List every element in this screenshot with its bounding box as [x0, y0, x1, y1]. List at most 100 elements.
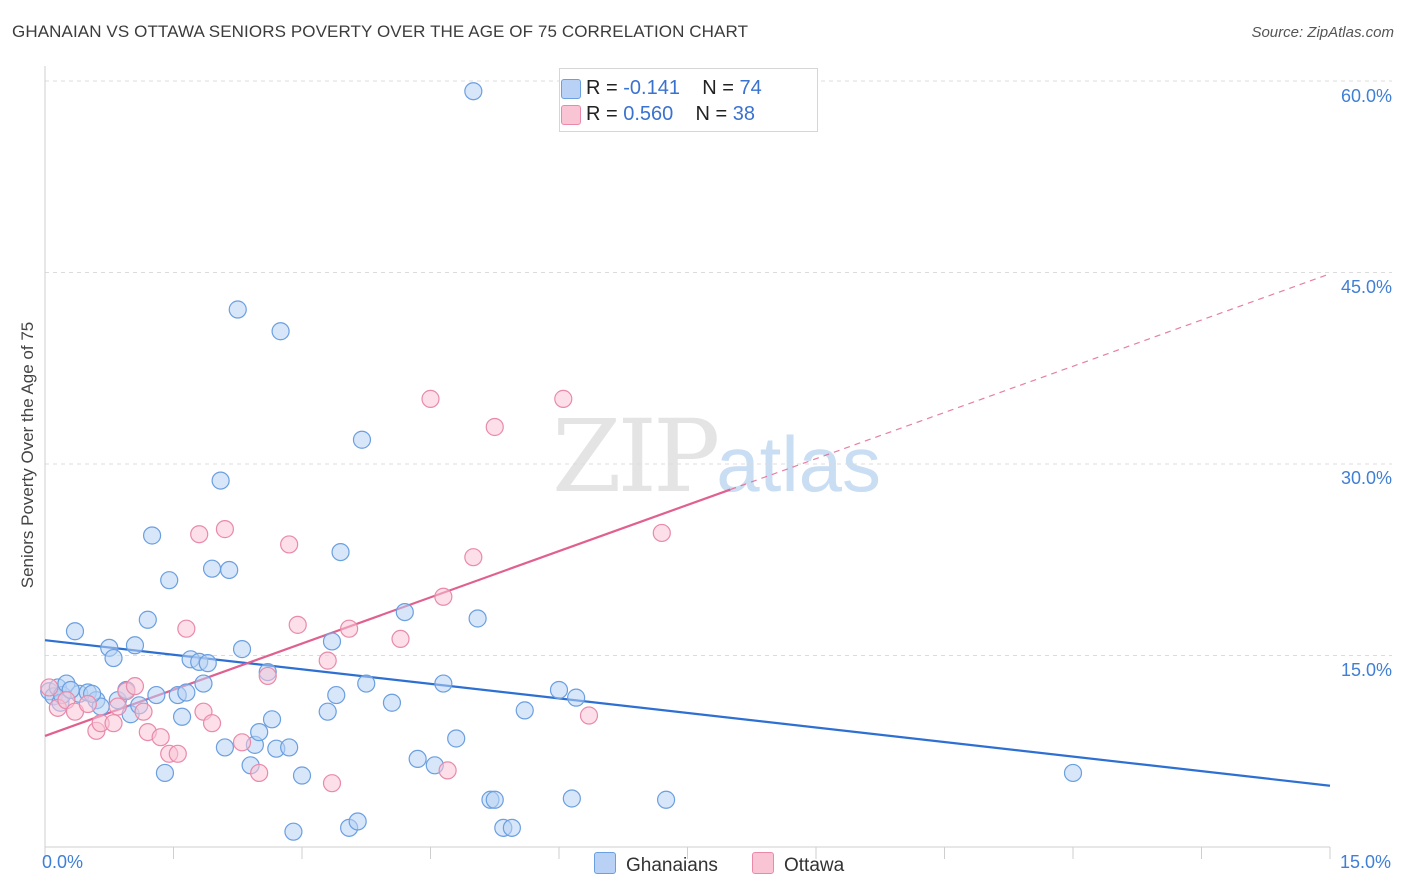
- ottawa-point: [258, 666, 277, 686]
- ghanaian-point: [331, 542, 350, 562]
- ottawa-point: [177, 619, 196, 638]
- ghanaian-point: [464, 82, 483, 101]
- ottawa-trend-extension: [730, 273, 1331, 491]
- ghanaian-point: [382, 693, 402, 712]
- ottawa-point: [438, 761, 457, 780]
- ghanaian-point: [280, 738, 299, 757]
- ghanaian-point: [232, 640, 252, 659]
- ghanaian-point: [211, 471, 230, 490]
- legend-r-value: -0.141: [623, 77, 680, 99]
- ghanaian-point: [318, 702, 337, 721]
- ottawa-point: [108, 697, 127, 716]
- ottawa-point: [78, 694, 97, 714]
- ottawa-point: [554, 389, 573, 408]
- ottawa-point: [485, 417, 504, 437]
- ottawa-point: [579, 706, 599, 725]
- ghanaian-point: [357, 674, 376, 693]
- ghanaian-point: [198, 654, 217, 673]
- ottawa-point: [322, 774, 342, 793]
- y-axis-label: Seniors Poverty Over the Age of 75: [18, 321, 37, 589]
- ghanaian-point: [215, 738, 234, 757]
- ghanaian-point: [485, 790, 504, 809]
- ghanaian-point: [322, 632, 342, 651]
- legend-r-label: R =: [586, 77, 618, 99]
- ottawa-point: [232, 733, 252, 752]
- legend-swatch-pink: [561, 105, 581, 125]
- legend-swatch-blue: [561, 79, 581, 99]
- ghanaian-point: [142, 526, 162, 545]
- ottawa-point: [280, 535, 299, 554]
- ghanaian-point: [567, 688, 586, 707]
- legend-item-ghanaians: Ghanaians: [594, 852, 718, 877]
- legend-n-label: N =: [702, 77, 734, 99]
- ghanaian-point: [194, 674, 213, 693]
- ghanaian-point: [549, 680, 569, 700]
- ghanaian-point: [138, 610, 157, 629]
- ghanaian-point: [177, 683, 196, 702]
- ghanaian-point: [502, 818, 521, 837]
- ghanaian-point: [348, 812, 367, 831]
- legend-n-label: N =: [695, 103, 728, 125]
- ghanaian-point: [515, 701, 534, 720]
- ghanaian-point: [284, 822, 303, 841]
- ghanaian-point: [292, 766, 312, 785]
- legend-n-value: 74: [739, 77, 762, 99]
- legend-swatch-pink: [752, 852, 774, 874]
- ghanaian-point: [562, 789, 581, 808]
- y-tick-label: 15.0%: [1340, 660, 1392, 680]
- legend-label: Ottawa: [784, 855, 845, 876]
- ghanaian-point: [447, 729, 466, 748]
- ghanaian-point: [468, 609, 487, 628]
- axes: [44, 66, 1331, 859]
- ottawa-point: [215, 520, 234, 539]
- ghanaian-point: [327, 685, 346, 705]
- grid: [45, 80, 1392, 656]
- ottawa-point: [391, 629, 410, 649]
- legend-row-ghanaians: R = -0.141 N = 74: [561, 77, 762, 100]
- legend-label: Ghanaians: [626, 855, 718, 876]
- ghanaian-point: [352, 430, 372, 449]
- ottawa-point: [190, 525, 209, 544]
- ottawa-point: [40, 678, 59, 697]
- ghanaians-trend-line: [44, 639, 1331, 787]
- ottawa-point: [151, 728, 170, 747]
- ghanaian-point: [395, 602, 414, 622]
- ottawa-point: [652, 523, 671, 543]
- y-tick-label: 45.0%: [1340, 277, 1392, 297]
- correlation-legend: R = -0.141 N = 74 R = 0.560 N = 38: [559, 68, 818, 132]
- ghanaian-point: [160, 571, 179, 590]
- source-label: Source: ZipAtlas.com: [1251, 24, 1394, 41]
- ottawa-point: [125, 677, 145, 696]
- ghanaian-point: [125, 636, 145, 655]
- x-tick-label: 0.0%: [42, 852, 84, 872]
- ottawa-point: [134, 702, 153, 721]
- ghanaian-point: [408, 749, 427, 769]
- legend-item-ottawa: Ottawa: [752, 852, 844, 877]
- data-points: [40, 82, 1083, 841]
- ottawa-point: [288, 615, 307, 634]
- ottawa-point: [104, 714, 123, 733]
- ghanaian-point: [271, 322, 290, 341]
- ghanaian-point: [434, 674, 453, 693]
- y-tick-label: 30.0%: [1340, 468, 1392, 488]
- legend-r-value: 0.560: [623, 103, 674, 125]
- legend-r-label: R =: [586, 103, 618, 125]
- ghanaian-point: [1063, 763, 1083, 783]
- chart-title: GHANAIAN VS OTTAWA SENIORS POVERTY OVER …: [12, 22, 749, 41]
- ghanaian-point: [172, 707, 192, 726]
- ghanaian-point: [202, 559, 222, 578]
- ottawa-point: [434, 587, 453, 606]
- ghanaian-point: [262, 710, 282, 729]
- ghanaian-point: [220, 560, 239, 580]
- legend-row-ottawa: R = 0.560 N = 38: [561, 103, 755, 126]
- trend-lines: [44, 273, 1331, 787]
- ottawa-point: [168, 744, 187, 763]
- watermark-zip: ZIP: [552, 398, 720, 515]
- legend-swatch-blue: [594, 852, 616, 874]
- ottawa-point: [250, 763, 269, 783]
- ottawa-point: [340, 619, 359, 638]
- y-tick-label: 60.0%: [1340, 86, 1392, 106]
- ottawa-point: [464, 548, 483, 567]
- ghanaian-point: [250, 722, 269, 742]
